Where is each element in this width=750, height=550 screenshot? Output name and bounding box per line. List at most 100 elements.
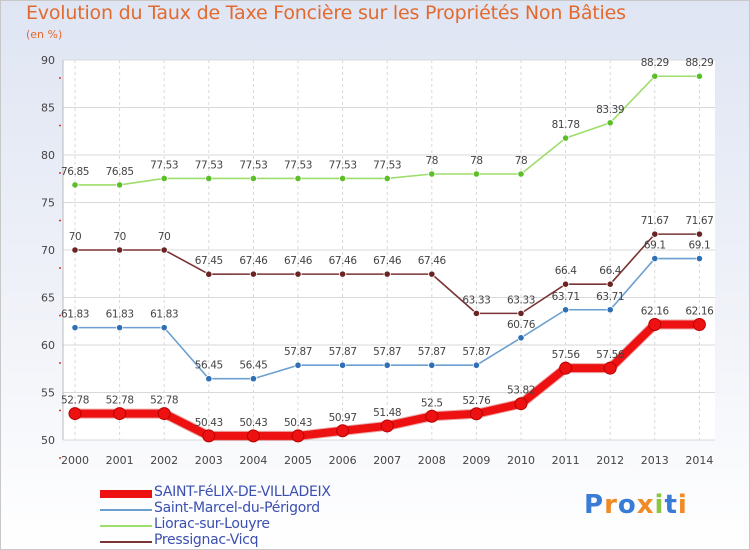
data-point bbox=[338, 361, 347, 369]
data-point bbox=[205, 375, 213, 383]
y-tick-label: 50 bbox=[41, 434, 55, 447]
data-point bbox=[202, 429, 216, 443]
data-label: 67.46 bbox=[284, 255, 313, 267]
x-tick-label: 2013 bbox=[641, 454, 669, 467]
data-label: 76.85 bbox=[61, 166, 89, 178]
data-point bbox=[338, 174, 347, 183]
data-point bbox=[336, 424, 350, 438]
data-point bbox=[606, 280, 614, 288]
y-tick-label: 90 bbox=[41, 54, 55, 67]
data-point bbox=[695, 72, 704, 80]
data-point bbox=[651, 230, 659, 238]
legend-label: Pressignac-Vicq bbox=[154, 532, 259, 548]
data-label: 70 bbox=[158, 231, 171, 243]
data-label: 57.87 bbox=[418, 346, 446, 358]
x-tick-label: 2010 bbox=[507, 454, 535, 467]
data-label: 69.1 bbox=[689, 240, 711, 252]
data-point bbox=[472, 170, 480, 178]
data-label: 69.1 bbox=[644, 240, 666, 252]
data-point bbox=[514, 397, 528, 411]
legend-label: Liorac-sur-Louyre bbox=[154, 516, 270, 532]
data-point bbox=[517, 309, 525, 317]
data-point bbox=[71, 324, 79, 332]
x-tick-label: 2007 bbox=[373, 454, 401, 467]
y-tick-label: 80 bbox=[41, 149, 55, 162]
x-tick-label: 2012 bbox=[596, 454, 624, 467]
legend-label: Saint-Marcel-du-Périgord bbox=[154, 500, 320, 516]
data-label: 63.71 bbox=[552, 291, 580, 303]
x-tick-label: 2006 bbox=[329, 454, 357, 467]
y-tick-label: 70 bbox=[41, 244, 55, 257]
data-point bbox=[651, 254, 659, 263]
x-tick-label: 2011 bbox=[552, 454, 580, 467]
data-point bbox=[517, 334, 525, 342]
data-point bbox=[249, 174, 257, 183]
data-label: 56.45 bbox=[239, 360, 267, 372]
data-label: 71.67 bbox=[641, 215, 669, 227]
data-label: 77.53 bbox=[373, 159, 401, 171]
legend-swatch bbox=[100, 541, 152, 543]
data-point bbox=[160, 174, 168, 183]
data-point bbox=[157, 407, 171, 421]
data-point bbox=[472, 361, 480, 369]
data-label: 77.53 bbox=[284, 159, 312, 171]
data-point bbox=[561, 280, 570, 288]
data-point bbox=[383, 174, 391, 183]
data-label: 52.76 bbox=[462, 395, 491, 407]
data-label: 57.87 bbox=[462, 346, 490, 358]
data-point bbox=[338, 270, 347, 278]
data-point bbox=[68, 407, 82, 421]
data-label: 67.45 bbox=[195, 255, 223, 267]
logo-letter: i bbox=[654, 490, 665, 520]
logo-letter: x bbox=[636, 490, 655, 520]
legend-swatch bbox=[100, 490, 152, 498]
data-point bbox=[160, 324, 168, 332]
data-label: 61.83 bbox=[106, 309, 134, 321]
y-tick-label: 60 bbox=[41, 339, 55, 352]
data-label: 67.46 bbox=[329, 255, 358, 267]
data-point bbox=[603, 361, 617, 375]
x-tick-label: 2009 bbox=[462, 454, 490, 467]
data-label: 70 bbox=[113, 231, 126, 243]
data-label: 77.53 bbox=[195, 159, 223, 171]
data-label: 61.83 bbox=[61, 309, 89, 321]
data-point bbox=[561, 134, 570, 142]
data-label: 81.78 bbox=[552, 119, 580, 131]
data-point bbox=[294, 174, 302, 183]
data-label: 63.33 bbox=[507, 294, 535, 306]
data-point bbox=[561, 306, 570, 314]
data-label: 62.16 bbox=[685, 305, 714, 317]
data-label: 67.46 bbox=[239, 255, 268, 267]
data-label: 56.45 bbox=[195, 360, 223, 372]
data-label: 63.33 bbox=[462, 294, 490, 306]
data-point bbox=[160, 246, 168, 254]
data-label: 78 bbox=[470, 155, 483, 167]
data-point bbox=[428, 361, 436, 369]
data-point bbox=[205, 174, 213, 183]
data-point bbox=[113, 407, 127, 421]
x-tick-label: 2014 bbox=[685, 454, 713, 467]
proxiti-logo: Proxiti bbox=[584, 490, 688, 520]
x-tick-label: 2003 bbox=[195, 454, 223, 467]
data-label: 67.46 bbox=[373, 255, 402, 267]
data-label: 67.46 bbox=[418, 255, 447, 267]
data-label: 66.4 bbox=[599, 265, 621, 277]
data-point bbox=[294, 361, 302, 369]
data-point bbox=[383, 361, 391, 369]
data-label: 51.48 bbox=[373, 407, 401, 419]
data-point bbox=[606, 119, 614, 127]
logo-letter: r bbox=[604, 490, 618, 520]
x-tick-label: 2004 bbox=[239, 454, 267, 467]
logo-letter: o bbox=[617, 490, 637, 520]
x-tick-label: 2002 bbox=[150, 454, 178, 467]
data-label: 77.53 bbox=[150, 159, 178, 171]
data-label: 50.43 bbox=[284, 417, 312, 429]
x-tick-label: 2001 bbox=[106, 454, 134, 467]
data-label: 88.29 bbox=[685, 57, 713, 69]
data-point bbox=[606, 306, 614, 314]
data-label: 57.87 bbox=[284, 346, 312, 358]
data-label: 63.71 bbox=[596, 291, 624, 303]
logo-letter: t bbox=[664, 490, 678, 520]
data-label: 78 bbox=[426, 155, 439, 167]
data-label: 66.4 bbox=[555, 265, 577, 277]
